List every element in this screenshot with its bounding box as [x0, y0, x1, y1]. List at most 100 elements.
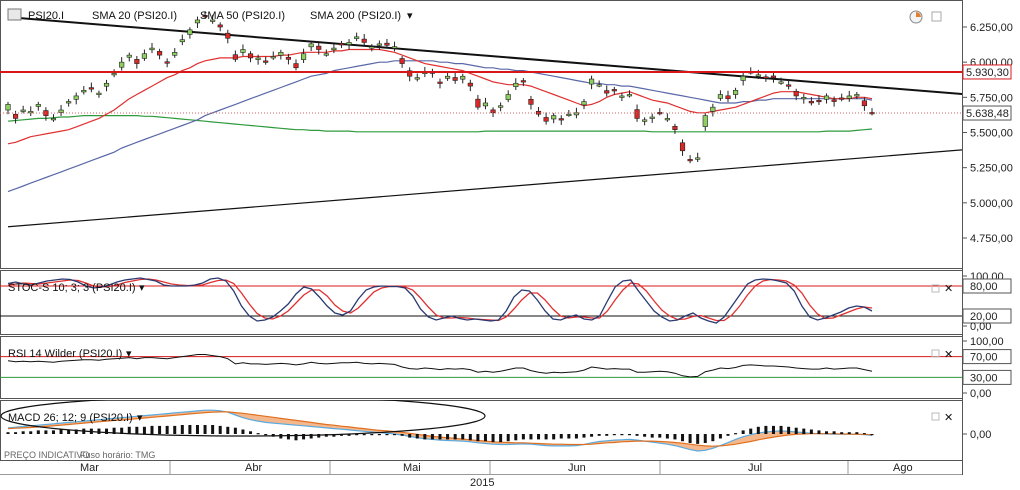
- macd-hist-bar: [703, 434, 707, 443]
- candle: [35, 101, 41, 111]
- macd-close-icon[interactable]: ✕: [944, 412, 953, 424]
- candle-body: [391, 46, 398, 49]
- osc-tick-label: 30,00: [970, 372, 998, 384]
- candle: [801, 93, 807, 104]
- stoch-label: STOC-S 10; 3; 3 (PSI20.I): [8, 282, 136, 294]
- macd-hist-bar: [476, 434, 480, 442]
- candle-body: [232, 54, 238, 60]
- candle: [498, 102, 504, 112]
- rsi-close-icon[interactable]: ✕: [944, 349, 953, 361]
- macd-hist-bar: [590, 434, 594, 437]
- candle: [225, 29, 231, 44]
- macd-hist-bar: [817, 430, 821, 434]
- macd-hist-bar: [105, 428, 109, 434]
- osc-tick-label: 100,00: [970, 336, 1004, 348]
- ascending-trendline: [7, 149, 962, 228]
- rsi-maximize-icon[interactable]: [931, 349, 940, 358]
- rsi-legend: RSI 14 Wilder (PSI20.I) ▾ ✕: [8, 348, 953, 361]
- macd-hist-bar: [726, 434, 730, 436]
- candle: [642, 117, 648, 126]
- macd-annotation-ellipse: [0, 400, 486, 437]
- stoch-maximize-icon[interactable]: [931, 284, 940, 293]
- macd-hist-bar: [408, 434, 412, 438]
- rsi-label: RSI 14 Wilder (PSI20.I): [8, 348, 122, 360]
- candle: [255, 54, 261, 65]
- candle-body: [285, 56, 291, 60]
- maximize-icon[interactable]: [931, 11, 942, 22]
- candle-body: [13, 113, 19, 119]
- stoch-dropdown-icon[interactable]: ▾: [139, 282, 145, 294]
- candle-body: [376, 43, 382, 46]
- candle: [5, 101, 11, 115]
- candle: [187, 27, 193, 39]
- stoch-levels: [0, 285, 962, 317]
- macd-hist-bar: [241, 429, 245, 434]
- macd-hist-bar: [832, 431, 836, 434]
- macd-hist-bar: [612, 434, 616, 436]
- candle-body: [346, 42, 352, 45]
- macd-hist-bar: [173, 425, 177, 434]
- macd-hist-bar: [658, 434, 662, 438]
- candle: [308, 41, 314, 52]
- candle: [361, 34, 367, 46]
- macd-hist-bar: [681, 434, 685, 442]
- candle-body: [672, 126, 678, 130]
- stoch-d-line: [7, 278, 873, 322]
- rsi-line-path: [7, 354, 873, 378]
- candle: [793, 88, 799, 101]
- macd-hist-bar: [461, 434, 465, 440]
- candle: [763, 74, 769, 82]
- macd-hist-bar: [825, 431, 829, 434]
- macd-hist-bar: [6, 432, 10, 434]
- macd-hist-bar: [847, 432, 851, 434]
- candle: [369, 44, 375, 52]
- candle: [338, 40, 345, 49]
- candle: [725, 90, 731, 103]
- candle: [733, 87, 739, 99]
- sma200-label: SMA 200 (PSI20.I): [310, 10, 401, 22]
- candle-body: [126, 54, 132, 58]
- macd-hist-bar: [165, 425, 169, 434]
- stoch-close-icon[interactable]: ✕: [944, 283, 953, 295]
- legend-dropdown-icon[interactable]: ▾: [407, 10, 413, 22]
- candle: [384, 38, 390, 48]
- macd-dropdown-icon[interactable]: ▾: [137, 412, 143, 424]
- macd-hist-bar: [574, 434, 578, 439]
- chart-type-icon[interactable]: [7, 8, 22, 21]
- price-tick-label: 5.500,00: [970, 128, 1013, 140]
- indicative-price-note: PREÇO INDICATIVO: [4, 450, 89, 460]
- svg-text:5.930,30: 5.930,30: [966, 67, 1009, 79]
- candle-body: [770, 75, 777, 78]
- candle-body: [763, 76, 769, 79]
- candle: [710, 103, 716, 117]
- candle-body: [278, 52, 284, 56]
- candle-body: [626, 94, 633, 97]
- candle-body: [263, 60, 269, 63]
- candle-body: [119, 61, 125, 68]
- level-box: [962, 278, 1012, 294]
- candle-body: [679, 142, 686, 152]
- trendlines: [7, 16, 962, 228]
- candle-body: [793, 90, 799, 97]
- candle-body: [733, 90, 739, 95]
- macd-hist-bar: [14, 432, 18, 434]
- main-panel-controls: [909, 10, 942, 24]
- price-tick-label: 6.250,00: [970, 22, 1013, 34]
- candle: [119, 57, 125, 71]
- macd-maximize-icon[interactable]: [931, 412, 940, 421]
- candle: [649, 113, 655, 123]
- macd-hist-bar: [294, 434, 298, 441]
- candle-body: [589, 78, 595, 85]
- candle: [247, 51, 254, 63]
- candle: [869, 108, 875, 116]
- candle-body: [823, 95, 830, 100]
- candle: [558, 115, 564, 125]
- candle-body: [301, 53, 307, 60]
- candle: [786, 79, 792, 90]
- rsi-dropdown-icon[interactable]: ▾: [126, 348, 132, 360]
- macd-hist-bar: [597, 434, 601, 436]
- candle-body: [854, 94, 860, 97]
- candle: [778, 77, 784, 85]
- candle-body: [498, 105, 504, 108]
